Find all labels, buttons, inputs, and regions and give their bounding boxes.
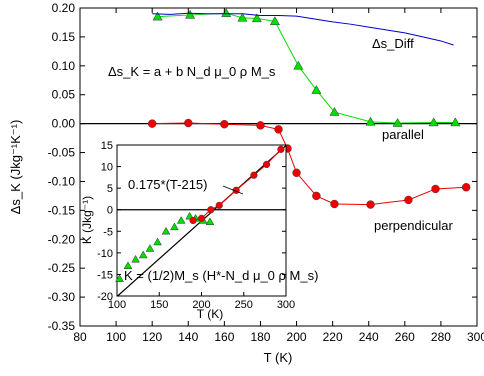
main-x-tick-label: 280 bbox=[431, 330, 451, 344]
main-y-tick-label: 0.00 bbox=[52, 117, 76, 131]
main-point-perpendicular bbox=[312, 191, 321, 201]
main-point-parallel bbox=[237, 12, 248, 22]
inset-point-perpendicular bbox=[262, 160, 271, 169]
main-point-perpendicular bbox=[461, 183, 471, 192]
main-point-parallel bbox=[269, 16, 280, 25]
main-point-perpendicular bbox=[292, 168, 301, 177]
main-x-tick-label: 260 bbox=[395, 330, 415, 344]
main-point-parallel bbox=[221, 8, 232, 17]
inset-point-parallel bbox=[161, 226, 171, 235]
inset-y-tick-label: -15 bbox=[97, 269, 113, 281]
main-point-parallel bbox=[450, 117, 461, 127]
main-x-tick-label: 300 bbox=[467, 330, 484, 344]
main-y-tick-label: -0.20 bbox=[48, 232, 76, 246]
main-x-tick-label: 220 bbox=[323, 330, 343, 344]
inset-point-perpendicular bbox=[215, 201, 223, 210]
main-point-parallel bbox=[428, 117, 439, 127]
inset-x-tick-label: 250 bbox=[235, 299, 253, 311]
inset-point-parallel bbox=[153, 237, 162, 246]
inset-y-tick-label: 5 bbox=[107, 183, 113, 195]
inset-point-parallel bbox=[138, 250, 148, 259]
inset-y-tick-label: 15 bbox=[101, 140, 113, 152]
inset-point-perpendicular bbox=[277, 145, 285, 153]
main-point-parallel bbox=[185, 9, 196, 19]
main-parallel-label: parallel bbox=[382, 127, 424, 142]
inset-y-label: K (Jkg⁻¹) bbox=[80, 196, 94, 244]
main-point-parallel bbox=[152, 11, 163, 21]
inset-point-parallel bbox=[176, 216, 186, 224]
inset-x-tick-label: 150 bbox=[150, 299, 168, 311]
inset-axis-ticks: 100 150 200 250 300 15 10 5 0 -5 -10 -15 -20 bbox=[97, 140, 295, 311]
inset-plot: 100 150 200 250 300 15 10 5 0 -5 -10 -15 -20 0.175*(… bbox=[80, 140, 318, 321]
inset-point-parallel bbox=[170, 222, 179, 231]
inset-series-layer bbox=[115, 145, 285, 282]
main-point-perpendicular bbox=[256, 121, 265, 130]
main-point-perpendicular bbox=[330, 199, 339, 209]
main-diff-label: Δs_Diff bbox=[372, 36, 414, 51]
main-equation: Δs_K = a + b N_d μ_0 ρ M_s bbox=[108, 64, 276, 79]
inset-formula: K = (1/2)M_s (H*-N_d μ_0 ρ M_s) bbox=[124, 268, 318, 283]
main-series-layer bbox=[147, 8, 471, 209]
main-y-tick-label: -0.05 bbox=[48, 146, 76, 160]
main-x-tick-label: 240 bbox=[359, 330, 379, 344]
inset-point-parallel bbox=[115, 274, 124, 282]
main-y-tick-label: -0.25 bbox=[48, 261, 76, 275]
inset-y-tick-label: -5 bbox=[103, 226, 113, 238]
main-x-tick-label: 120 bbox=[142, 330, 162, 344]
inset-fit-label: 0.175*(T-215) bbox=[128, 177, 208, 192]
main-point-parallel bbox=[293, 60, 304, 70]
inset-y-tick-label: 0 bbox=[107, 205, 113, 217]
main-point-perpendicular bbox=[184, 118, 193, 128]
main-y-tick-label: 0.20 bbox=[52, 1, 76, 15]
main-point-parallel bbox=[251, 13, 262, 23]
main-x-tick-label: 200 bbox=[287, 330, 307, 344]
main-perpendicular-label: perpendicular bbox=[374, 218, 453, 233]
main-y-tick-label: 0.05 bbox=[52, 88, 76, 102]
main-y-tick-label: -0.10 bbox=[48, 174, 76, 188]
inset-point-perpendicular bbox=[207, 206, 215, 214]
main-plot: 80 100 120 140 160 180 200 220 240 260 280 3000.200… bbox=[8, 1, 484, 365]
main-y-tick-label: -0.15 bbox=[48, 203, 76, 217]
main-series-line--s-diff bbox=[152, 12, 454, 46]
main-point-parallel bbox=[392, 117, 403, 127]
main-axis-ticks: 80 100 120 140 160 180 200 220 240 260 280 3000.200… bbox=[48, 1, 484, 344]
inset-point-parallel bbox=[123, 261, 133, 269]
inset-point-parallel bbox=[145, 244, 155, 252]
main-x-tick-label: 180 bbox=[250, 330, 270, 344]
main-x-tick-label: 80 bbox=[73, 330, 87, 344]
main-point-perpendicular bbox=[431, 184, 440, 194]
main-point-perpendicular bbox=[366, 200, 375, 209]
main-point-perpendicular bbox=[220, 120, 229, 129]
main-y-tick-label: -0.35 bbox=[48, 319, 76, 333]
main-x-tick-label: 160 bbox=[214, 330, 234, 344]
main-y-tick-label: 0.10 bbox=[52, 59, 76, 73]
inset-x-tick-label: 300 bbox=[277, 299, 295, 311]
main-x-tick-label: 140 bbox=[178, 330, 198, 344]
inset-x-label: T (K) bbox=[197, 307, 223, 321]
main-point-parallel bbox=[365, 116, 376, 126]
inset-x-tick-label: 200 bbox=[192, 299, 210, 311]
inset-y-tick-label: -20 bbox=[97, 291, 113, 303]
main-point-perpendicular bbox=[404, 195, 413, 205]
main-x-label: T (K) bbox=[264, 350, 293, 365]
main-point-parallel bbox=[329, 106, 340, 116]
inset-y-tick-label: -10 bbox=[97, 248, 113, 260]
main-y-tick-label: -0.30 bbox=[48, 290, 76, 304]
main-point-perpendicular bbox=[147, 119, 157, 128]
inset-point-parallel bbox=[131, 254, 140, 263]
main-y-tick-label: 0.15 bbox=[52, 30, 76, 44]
inset-point-perpendicular bbox=[250, 171, 258, 179]
inset-point-parallel bbox=[205, 217, 215, 225]
main-x-tick-label: 100 bbox=[106, 330, 126, 344]
inset-fit-leader bbox=[222, 185, 244, 195]
main-y-label: Δs_K (Jkg⁻¹K⁻¹) bbox=[8, 120, 23, 215]
main-plot-frame bbox=[79, 7, 478, 327]
inset-y-tick-label: 10 bbox=[101, 162, 113, 174]
inset-x-tick-label: 100 bbox=[108, 299, 126, 311]
inset-point-perpendicular bbox=[197, 214, 206, 222]
main-point-perpendicular bbox=[274, 125, 283, 134]
main-point-parallel bbox=[311, 84, 322, 94]
inset-point-perpendicular bbox=[189, 216, 197, 225]
